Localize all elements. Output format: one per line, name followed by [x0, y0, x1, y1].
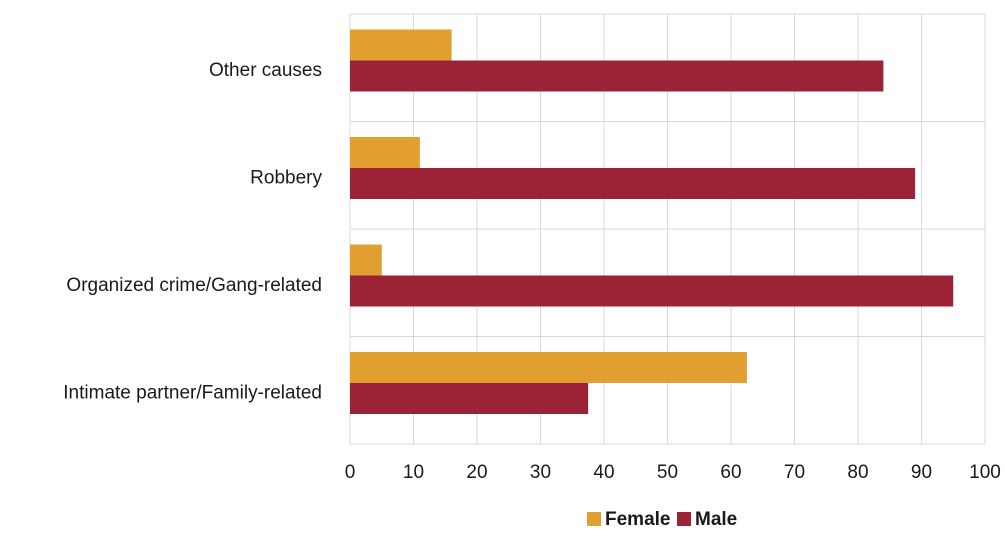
x-tick-label: 20	[466, 462, 487, 483]
female-bar	[350, 244, 382, 276]
male-bar	[350, 60, 884, 92]
legend-label-female: Female	[605, 509, 670, 530]
category-label: Intimate partner/Family-related	[63, 383, 322, 404]
category-labels: Other causes Robbery Organized crime/Gang-…	[63, 60, 322, 404]
x-tick-label: 50	[657, 462, 678, 483]
x-tick-label: 100	[969, 462, 1001, 483]
x-tick-label: 60	[720, 462, 741, 483]
x-tick-label: 40	[593, 462, 614, 483]
x-tick-label: 10	[403, 462, 424, 483]
legend-swatch-female	[587, 512, 601, 526]
female-bar	[350, 137, 420, 168]
male-bar	[350, 383, 589, 414]
x-tick-label: 70	[784, 462, 805, 483]
x-tick-label: 0	[345, 462, 356, 483]
category-label: Organized crime/Gang-related	[66, 275, 322, 296]
bars-group	[350, 29, 954, 414]
x-tick-label: 30	[530, 462, 551, 483]
legend-label-male: Male	[695, 509, 737, 530]
legend-swatch-male	[677, 512, 691, 526]
x-tick-label: 90	[911, 462, 932, 483]
category-label: Robbery	[250, 168, 322, 189]
female-bar	[350, 29, 452, 61]
male-bar	[350, 168, 916, 199]
female-bar	[350, 352, 747, 383]
x-axis-tick-labels: 0 10 20 30 40 50 60 70 80 90 100	[345, 462, 1001, 483]
male-bar	[350, 275, 954, 307]
legend: Female Male	[587, 509, 737, 530]
x-tick-label: 80	[847, 462, 868, 483]
category-label: Other causes	[209, 60, 322, 81]
